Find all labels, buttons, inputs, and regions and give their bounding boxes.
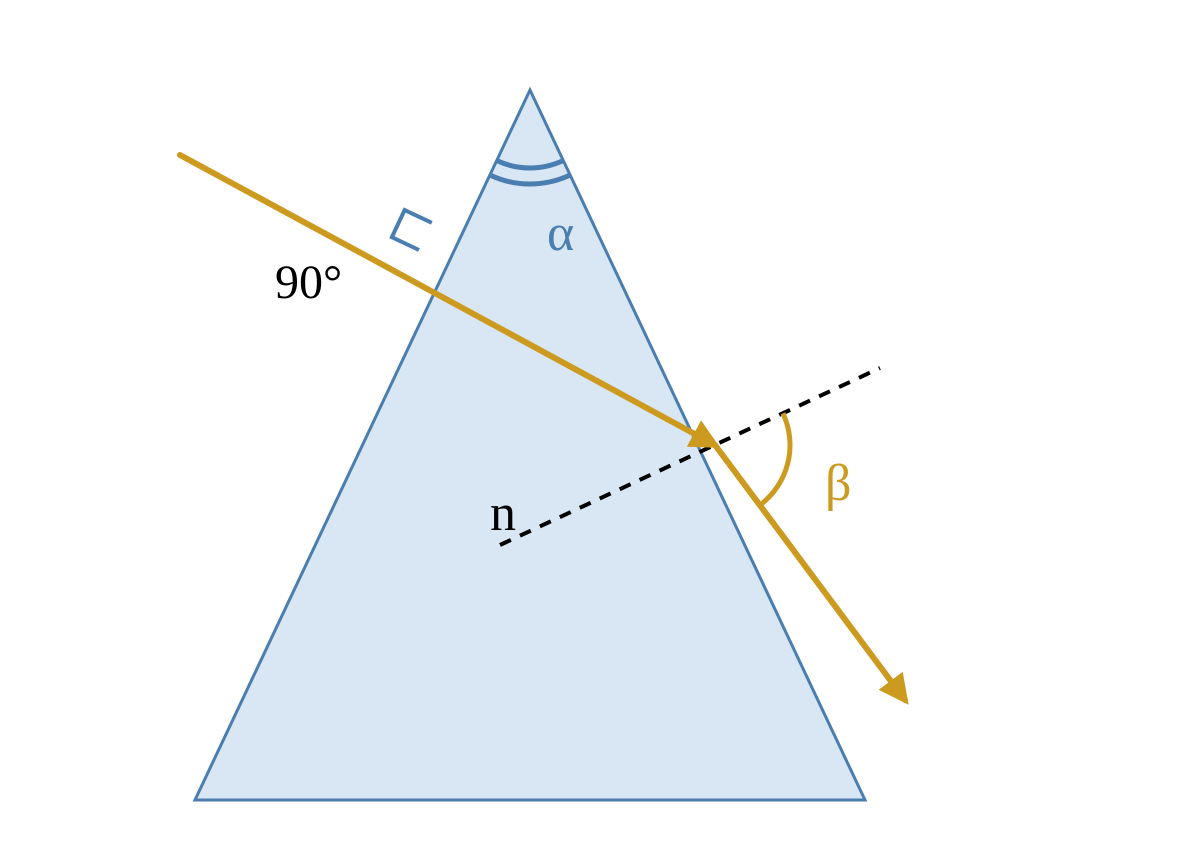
ninety-degree-label: 90° [275, 256, 342, 309]
beta-label: β [825, 455, 851, 512]
refractive-index-label: n [490, 485, 516, 542]
prism-triangle [195, 90, 865, 800]
incident-ray [180, 155, 385, 266]
alpha-label: α [547, 205, 574, 262]
right-angle-marker [392, 210, 432, 250]
beta-angle-arc [760, 413, 790, 505]
